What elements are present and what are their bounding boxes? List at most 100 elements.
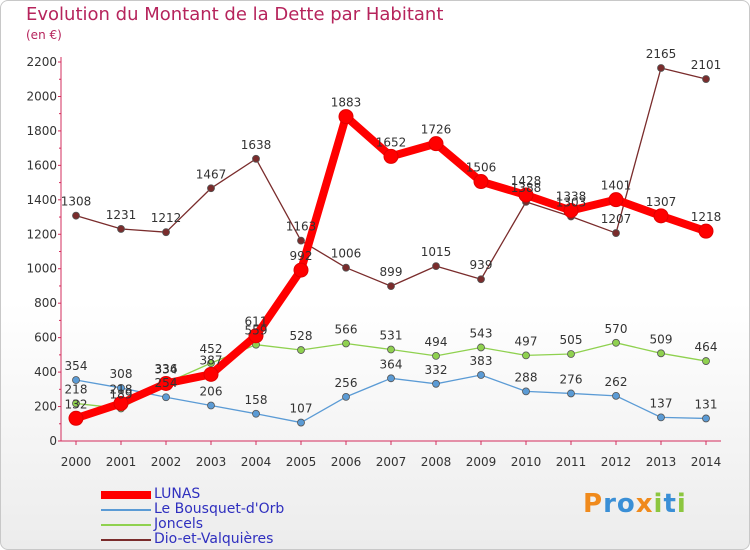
data-point [657,413,665,422]
data-label: 336 [155,362,178,376]
data-point [477,275,485,284]
data-label: 1428 [511,174,542,188]
legend-label: Dio-et-Valquières [154,531,274,547]
x-tick-label: 2005 [286,455,317,469]
data-label: 218 [110,382,133,396]
data-label: 509 [650,332,673,346]
data-label: 206 [200,385,223,399]
data-label: 107 [290,402,313,416]
x-tick-label: 2012 [601,455,632,469]
x-tick-label: 2014 [691,455,722,469]
data-label: 354 [65,359,88,373]
data-point [342,392,350,401]
x-tick-label: 2008 [421,455,452,469]
data-point [383,148,399,164]
data-label: 566 [335,322,358,336]
data-label: 939 [470,258,493,272]
y-tick-label: 1400 [26,193,57,207]
data-label: 1231 [106,208,137,222]
data-point [207,184,215,193]
data-point [567,350,575,358]
data-point [297,346,305,354]
data-label: 132 [65,397,88,411]
data-label: 1338 [556,189,587,203]
data-point [518,187,534,203]
data-label: 1308 [61,195,92,209]
y-tick-label: 800 [34,296,57,310]
x-tick-label: 2007 [376,455,407,469]
data-label: 528 [290,329,313,343]
data-label: 1652 [376,135,407,149]
data-point [387,345,395,354]
data-label: 1303 [556,196,587,210]
data-label: 1638 [241,138,272,152]
data-point [612,229,620,237]
data-label: 1307 [646,195,677,209]
y-tick-label: 400 [34,365,57,379]
data-point [612,338,620,347]
data-point [702,357,710,365]
logo-letter: r [603,489,617,519]
data-label: 505 [560,333,583,347]
data-point [342,339,350,348]
data-point [297,236,305,245]
data-label: 494 [425,335,448,349]
data-point [72,211,80,220]
data-label: 497 [515,334,538,348]
data-point [387,282,395,291]
y-tick-label: 0 [49,434,57,448]
logo-letter: x [635,489,654,519]
data-point [293,262,309,278]
data-label: 334 [155,362,178,376]
data-point [158,375,174,391]
data-point [608,192,624,208]
y-tick-label: 1800 [26,124,57,138]
data-label: 2165 [646,47,677,61]
data-point [248,328,264,344]
y-tick-label: 600 [34,331,57,345]
data-label: 464 [695,340,718,354]
data-label: 137 [650,396,673,410]
data-point [162,393,170,402]
x-tick-label: 2010 [511,455,542,469]
data-point [207,359,215,368]
data-label: 218 [65,382,88,396]
data-label: 1726 [421,123,452,137]
data-label: 899 [380,265,403,279]
data-label: 1401 [601,179,632,193]
data-point [162,228,170,237]
legend-swatch [101,524,151,526]
y-tick-label: 2000 [26,89,57,103]
data-point [252,409,260,418]
data-label: 288 [515,370,538,384]
data-label: 531 [380,329,403,343]
data-point [113,395,129,411]
data-point [297,418,305,427]
data-label: 189 [110,387,133,401]
legend-swatch [101,491,151,499]
data-label: 1015 [421,245,452,259]
data-point [203,366,219,382]
data-label: 158 [245,393,268,407]
data-label: 131 [695,397,718,411]
y-tick-label: 1200 [26,227,57,241]
data-point [653,208,669,224]
data-label: 276 [560,372,583,386]
y-tick-label: 1600 [26,158,57,172]
data-point [657,64,665,72]
data-point [432,379,440,388]
data-point [432,351,440,360]
data-point [477,343,485,352]
data-label: 332 [425,363,448,377]
data-label: 1506 [466,161,497,175]
x-tick-label: 2004 [241,455,272,469]
data-point [252,154,260,163]
data-point [657,349,665,358]
data-point [522,387,530,396]
data-point [612,391,620,400]
x-tick-label: 2006 [331,455,362,469]
data-label: 1883 [331,96,362,110]
data-point [522,351,530,360]
